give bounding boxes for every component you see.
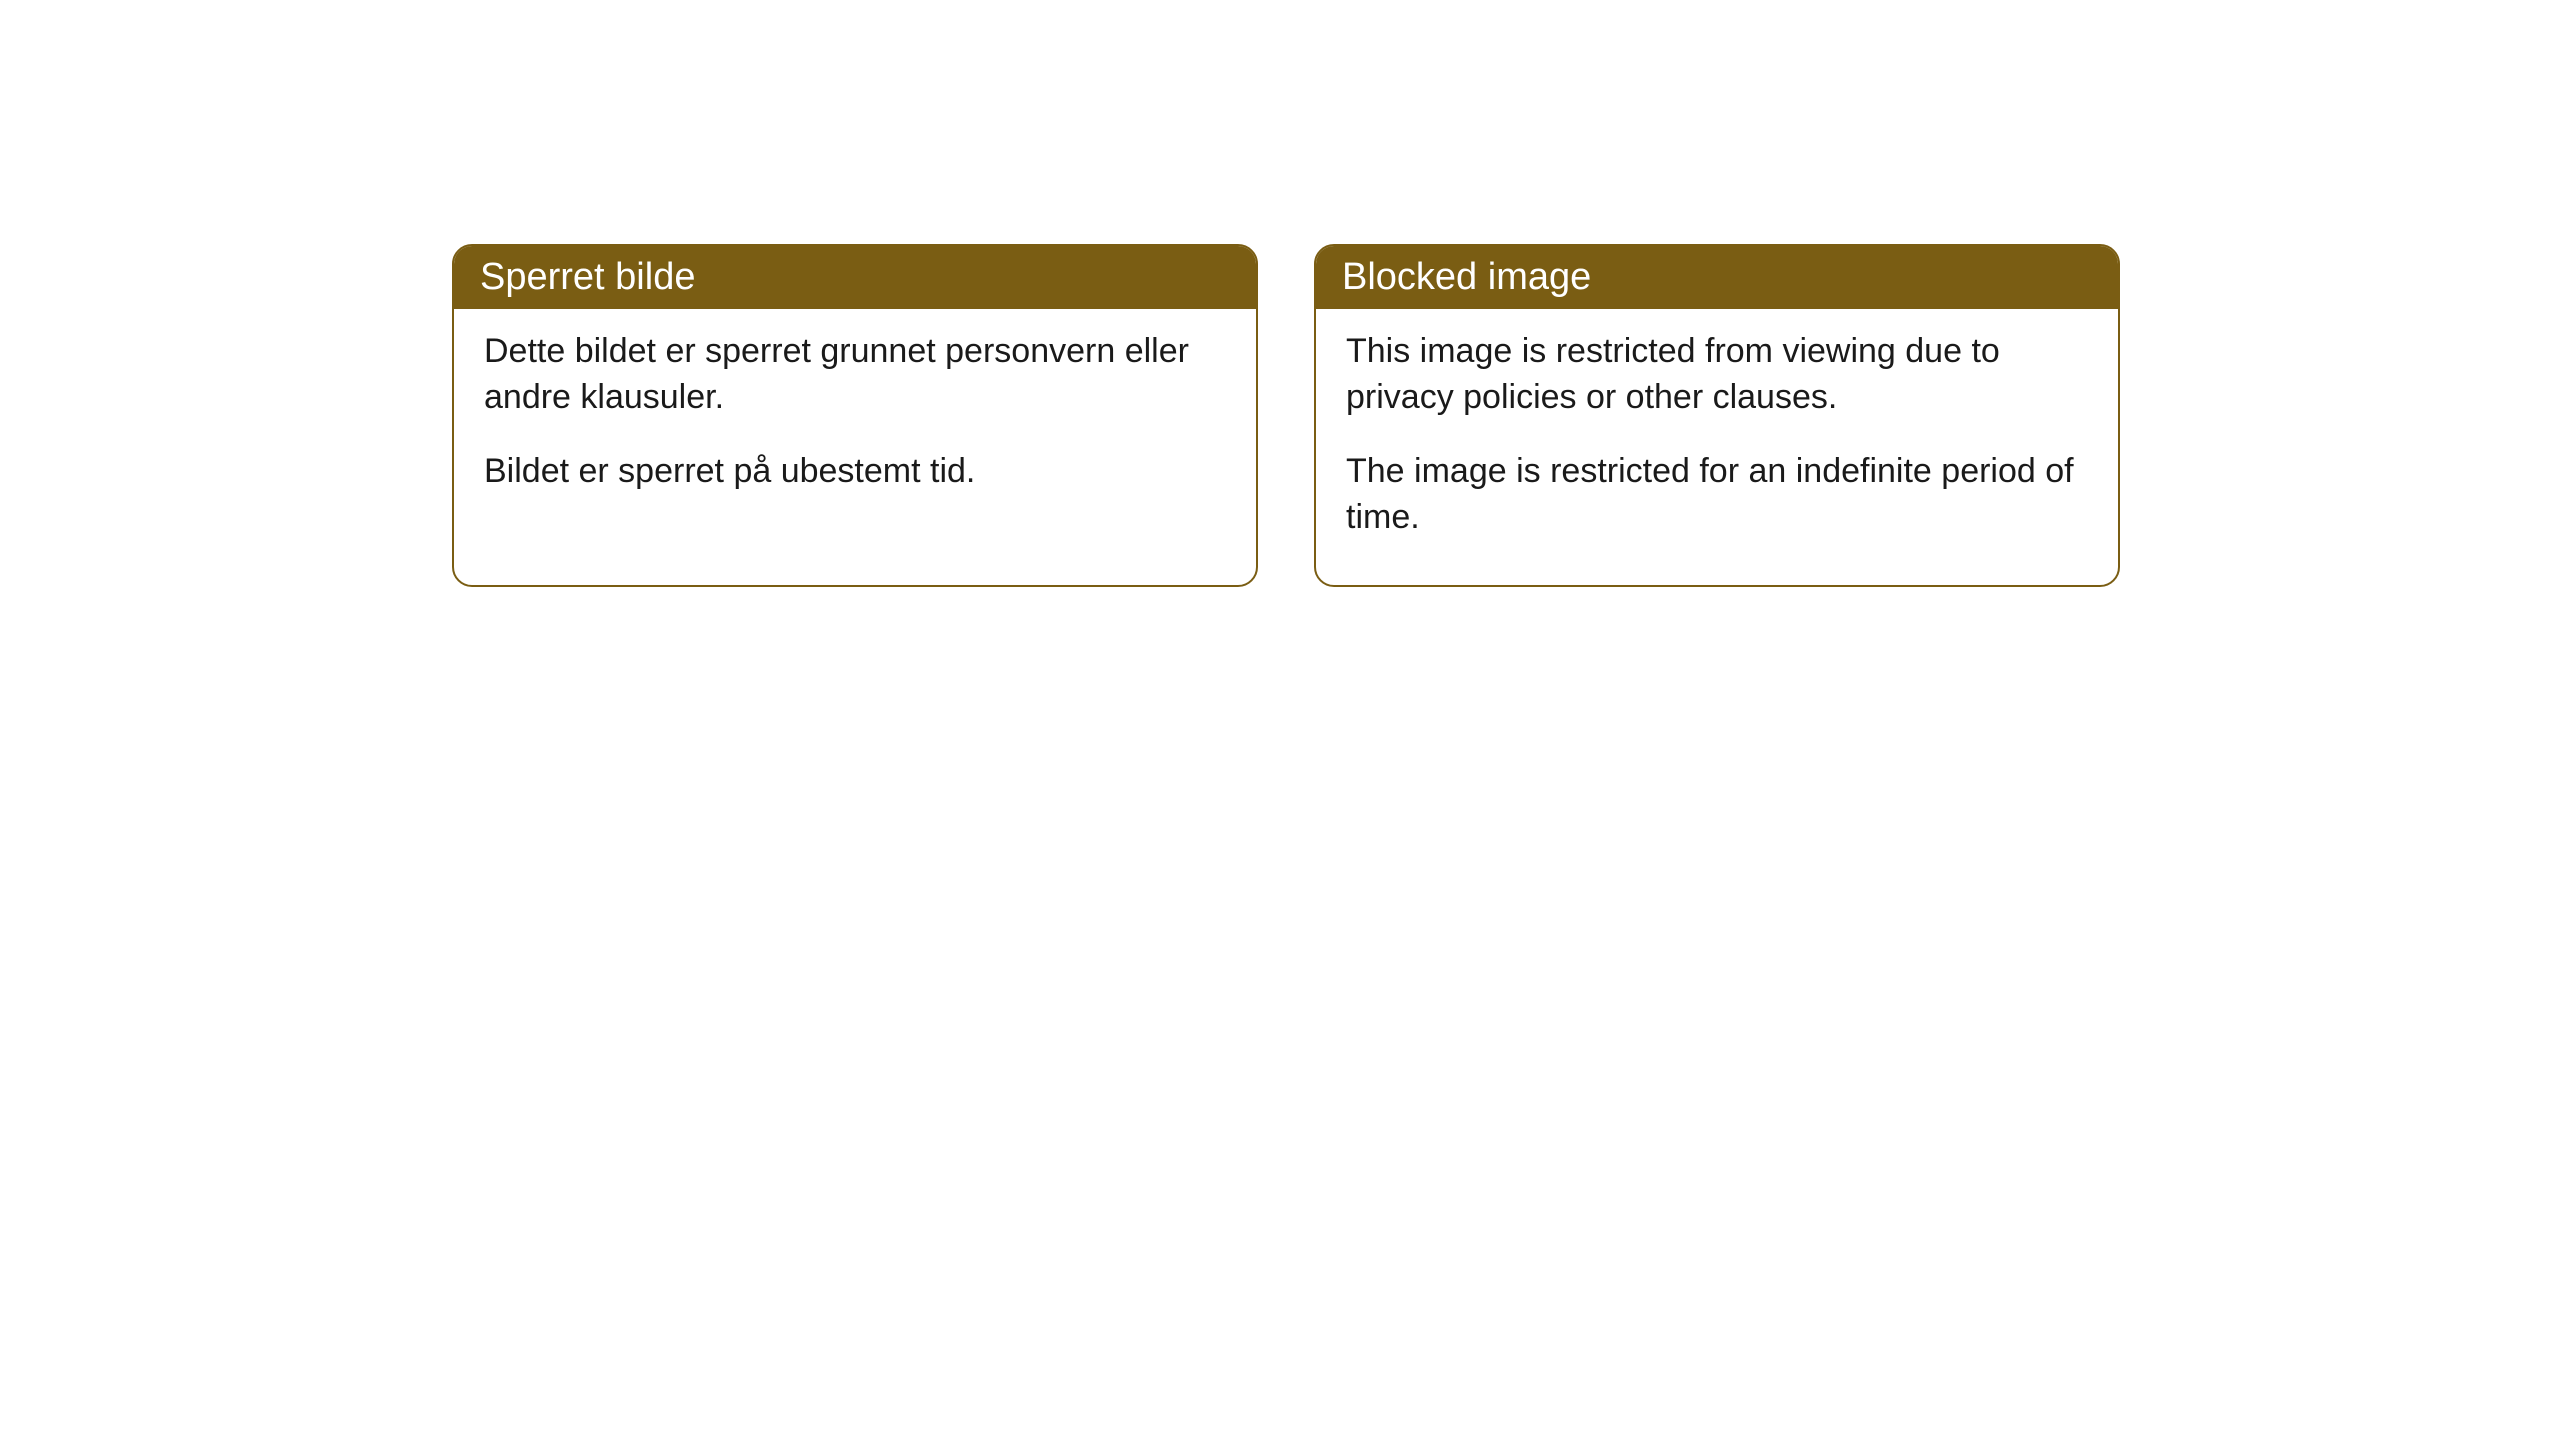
card-header: Blocked image (1316, 246, 2118, 309)
card-paragraph: Bildet er sperret på ubestemt tid. (484, 449, 1226, 495)
blocked-image-card-english: Blocked image This image is restricted f… (1314, 244, 2120, 587)
card-header: Sperret bilde (454, 246, 1256, 309)
card-body: Dette bildet er sperret grunnet personve… (454, 309, 1256, 539)
card-body: This image is restricted from viewing du… (1316, 309, 2118, 585)
card-paragraph: This image is restricted from viewing du… (1346, 329, 2088, 421)
card-paragraph: The image is restricted for an indefinit… (1346, 449, 2088, 541)
card-title: Sperret bilde (480, 256, 695, 298)
blocked-image-card-norwegian: Sperret bilde Dette bildet er sperret gr… (452, 244, 1258, 587)
card-paragraph: Dette bildet er sperret grunnet personve… (484, 329, 1226, 421)
cards-container: Sperret bilde Dette bildet er sperret gr… (452, 244, 2120, 587)
card-title: Blocked image (1342, 256, 1591, 298)
